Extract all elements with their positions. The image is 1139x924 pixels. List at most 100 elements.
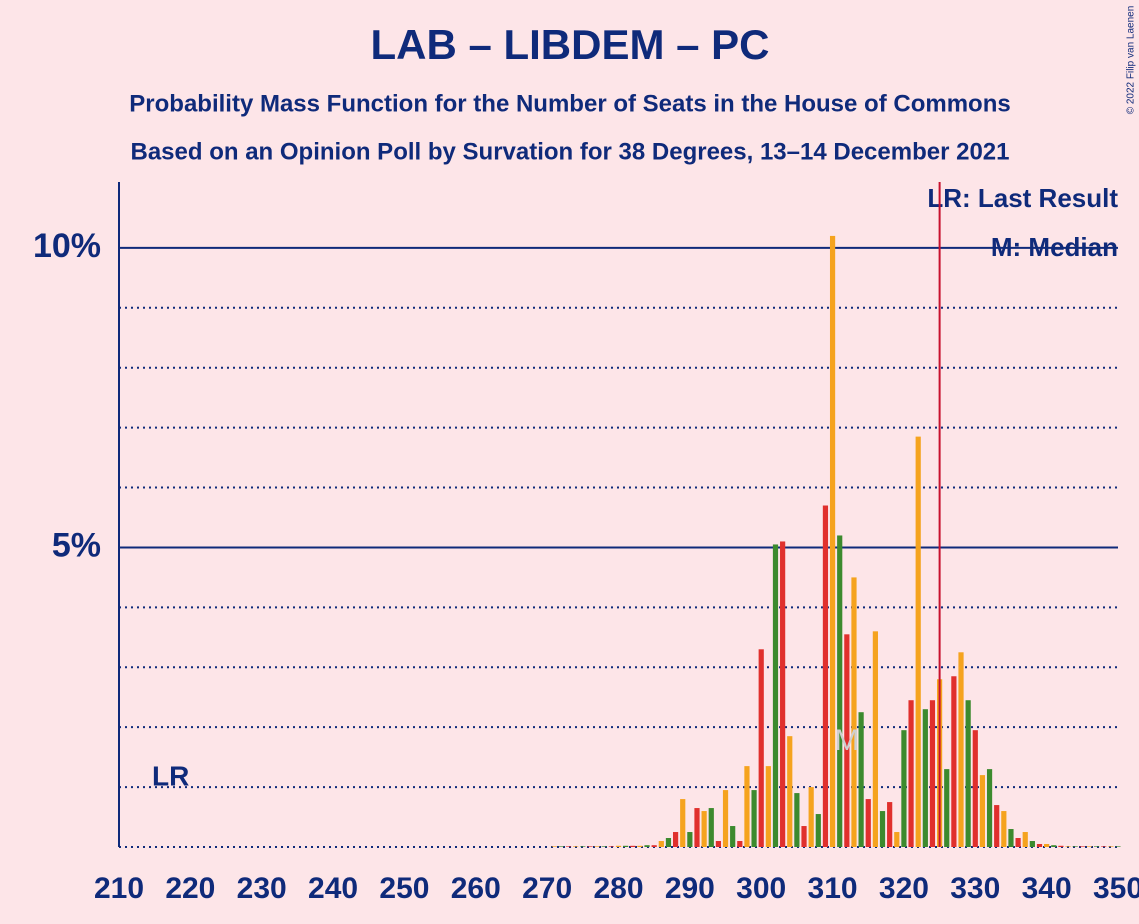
bar (829, 235, 836, 847)
x-tick-label: 220 (165, 872, 215, 905)
bar (708, 808, 714, 847)
bar (680, 799, 686, 847)
bar (730, 826, 736, 847)
bar (665, 838, 672, 847)
bar (858, 712, 864, 847)
y-tick-label: 5% (52, 526, 101, 564)
bar (1108, 846, 1114, 847)
chart-title: LAB – LIBDEM – PC (370, 21, 769, 68)
bar (587, 846, 593, 847)
bar (1058, 845, 1064, 847)
bar (994, 805, 1000, 847)
legend-entry: LR: Last Result (927, 183, 1118, 213)
bar (815, 814, 821, 847)
x-tick-label: 230 (237, 872, 287, 905)
bar (758, 649, 764, 847)
bar (722, 790, 729, 847)
subtitle: Based on an Opinion Poll by Survation fo… (131, 138, 1010, 165)
x-tick-label: 270 (522, 872, 572, 905)
bar (1022, 832, 1028, 847)
bar (1029, 841, 1035, 847)
bar (1008, 829, 1014, 847)
x-tick-label: 310 (808, 872, 858, 905)
bar (1051, 845, 1057, 847)
bar (772, 544, 779, 847)
bar (808, 787, 814, 847)
bar (887, 802, 893, 847)
x-tick-label: 290 (665, 872, 715, 905)
bar (687, 832, 693, 847)
bar (580, 846, 586, 847)
bar (1001, 811, 1007, 847)
bar (979, 775, 986, 847)
x-tick-label: 280 (593, 872, 643, 905)
bar (929, 700, 936, 847)
bar (658, 841, 664, 847)
bar (565, 846, 572, 847)
bar (915, 436, 921, 847)
bar (958, 652, 964, 847)
bar (844, 634, 850, 847)
x-tick-label: 330 (950, 872, 1000, 905)
subtitle: Probability Mass Function for the Number… (129, 90, 1010, 117)
x-tick-label: 210 (94, 872, 144, 905)
x-tick-label: 250 (379, 872, 429, 905)
median-marker: M (834, 724, 859, 757)
bar (801, 826, 807, 847)
bar (672, 832, 679, 847)
bar (1044, 844, 1050, 847)
x-tick-label: 350 (1093, 872, 1139, 905)
bar (1086, 846, 1093, 847)
bar (780, 541, 786, 847)
bar (872, 631, 878, 847)
bar (551, 846, 557, 847)
bar (715, 841, 721, 847)
x-tick-label: 340 (1022, 872, 1072, 905)
bar (630, 845, 636, 847)
bar (701, 811, 707, 847)
bar (1065, 846, 1071, 847)
bar (951, 676, 957, 847)
bar (1015, 838, 1021, 847)
bar (894, 832, 900, 847)
bar (865, 799, 871, 847)
bar (837, 535, 843, 847)
bar (601, 846, 607, 847)
bar (594, 846, 600, 847)
y-tick-label: 10% (33, 227, 101, 265)
bar (879, 811, 886, 847)
bar (944, 769, 950, 847)
x-tick-label: 300 (736, 872, 786, 905)
bar (922, 709, 928, 847)
legend-entry: M: Median (991, 232, 1118, 262)
bar (573, 846, 579, 847)
bar (1101, 846, 1107, 847)
bar (623, 845, 629, 847)
bar (751, 790, 757, 847)
bar (1079, 846, 1085, 847)
bar (637, 845, 643, 847)
bar (1115, 846, 1121, 847)
bar (901, 730, 907, 847)
bar (694, 808, 700, 847)
copyright: © 2022 Filip van Laenen (1126, 6, 1137, 115)
bar (908, 700, 914, 847)
bar (737, 841, 743, 847)
bar (851, 577, 857, 847)
lr-label: LR (152, 760, 189, 791)
bar (986, 769, 993, 847)
x-tick-label: 240 (308, 872, 358, 905)
bar (651, 845, 657, 847)
bar (1072, 846, 1078, 847)
bar (608, 846, 614, 847)
bar (965, 700, 971, 847)
bar (558, 846, 565, 847)
bar (644, 845, 650, 847)
bar (1093, 846, 1100, 847)
bar (765, 766, 771, 847)
x-tick-label: 320 (879, 872, 929, 905)
bar (615, 845, 622, 847)
bar (1036, 844, 1043, 847)
bar (972, 730, 978, 847)
